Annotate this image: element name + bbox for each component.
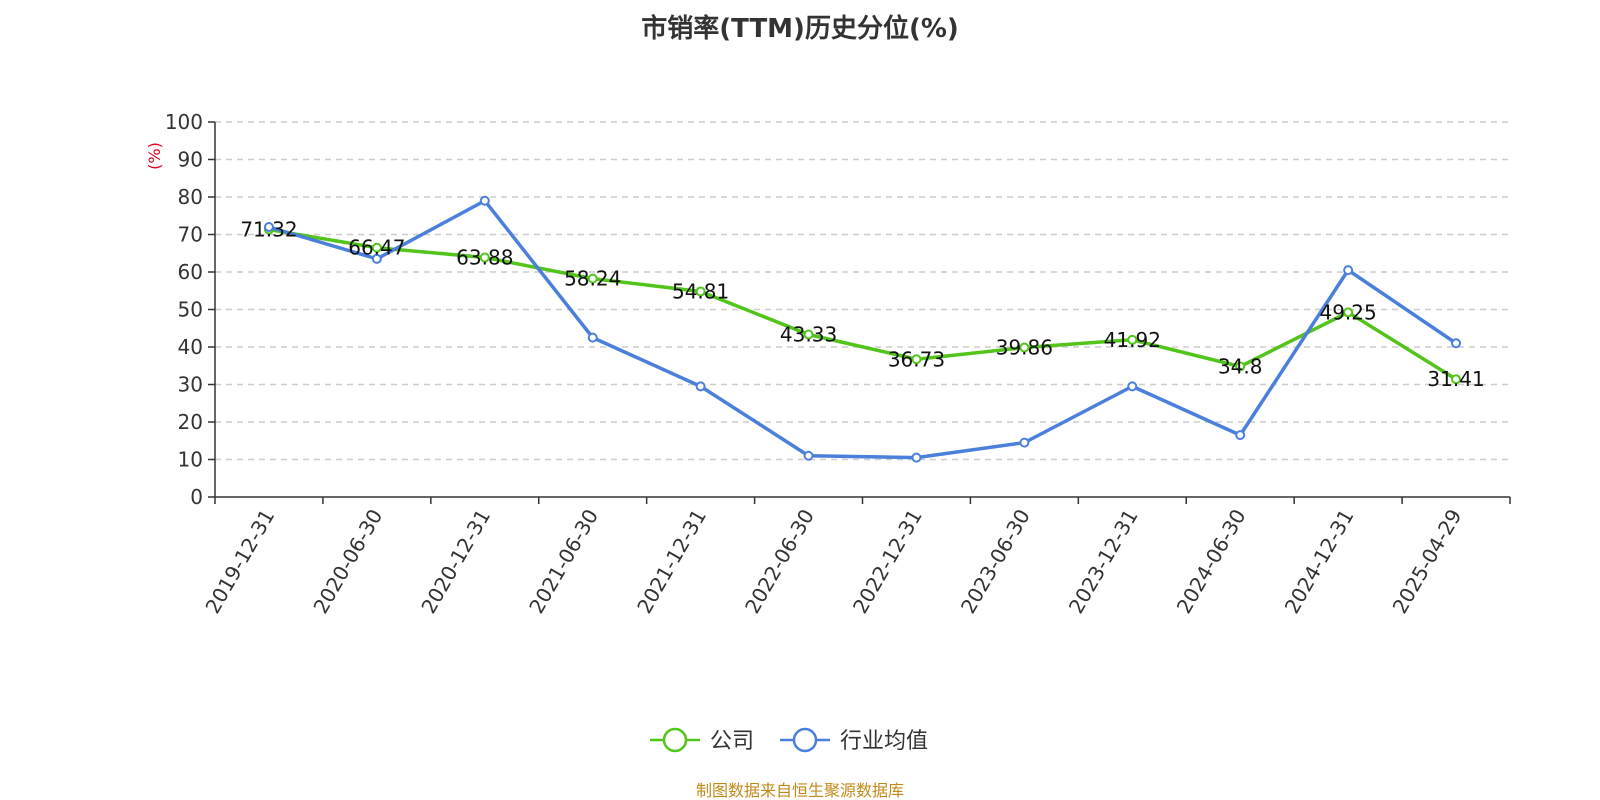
legend-label: 公司 <box>710 729 754 754</box>
data-label: 58.24 <box>564 267 621 291</box>
y-tick-label: 50 <box>178 298 203 322</box>
legend: 公司 行业均值 <box>650 727 928 754</box>
data-label: 54.81 <box>672 279 729 303</box>
data-point <box>1127 381 1138 392</box>
x-tick-label: 2021-12-31 <box>632 505 711 618</box>
data-label: 43.33 <box>780 323 837 347</box>
x-tick-label: 2022-12-31 <box>848 505 927 618</box>
data-point <box>695 286 706 297</box>
data-point <box>911 354 922 365</box>
legend-item-1: 行业均值 <box>780 727 928 754</box>
chart-title: 市销率(TTM)历史分位(%) <box>641 14 959 44</box>
data-point <box>1235 430 1246 441</box>
data-point <box>911 452 922 463</box>
data-point <box>1235 361 1246 372</box>
y-tick-label: 100 <box>165 110 203 134</box>
series-line-0 <box>268 227 1457 381</box>
data-point <box>1451 374 1462 385</box>
data-label: 49.25 <box>1319 300 1376 324</box>
legend-item-0: 公司 <box>650 727 754 754</box>
data-label: 31.41 <box>1427 367 1484 391</box>
data-point <box>1019 342 1030 353</box>
axes: 0 10 20 30 40 50 60 70 80 90 100 2019-12-31 2020-06-… <box>165 110 1511 618</box>
x-tick-label: 2024-06-30 <box>1172 505 1251 618</box>
x-tick-label: 2025-04-29 <box>1388 505 1467 618</box>
x-tick-label: 2022-06-30 <box>740 505 819 618</box>
data-point <box>1451 338 1462 349</box>
data-point <box>1127 334 1138 345</box>
data-point <box>1343 307 1354 318</box>
data-point <box>371 253 382 264</box>
x-tick-label: 2023-12-31 <box>1064 505 1143 618</box>
data-point <box>803 450 814 461</box>
data-labels: 71.32 66.47 63.88 58.24 54.81 43.33 36.73 39.86… <box>240 218 1484 392</box>
data-point <box>263 222 274 232</box>
y-tick-label: 30 <box>178 373 203 397</box>
data-point <box>371 242 382 253</box>
data-point <box>695 381 706 392</box>
y-tick-label: 70 <box>178 223 203 247</box>
data-label: 71.32 <box>240 218 297 242</box>
y-tick-label: 80 <box>178 185 203 209</box>
legend-marker <box>662 727 688 753</box>
y-tick-label: 0 <box>190 485 203 509</box>
series <box>263 195 1462 463</box>
data-point <box>803 329 814 340</box>
y-tick-label: 60 <box>178 260 203 284</box>
series-line-1 <box>268 199 1458 460</box>
data-point <box>1019 437 1030 448</box>
x-tick-label: 2024-12-31 <box>1280 505 1359 618</box>
data-point <box>1343 265 1354 276</box>
data-label: 66.47 <box>348 236 405 260</box>
y-tick-label: 40 <box>178 335 203 359</box>
x-tick-label: 2019-12-31 <box>200 505 279 618</box>
data-label: 63.88 <box>456 245 513 269</box>
data-label: 41.92 <box>1104 328 1161 352</box>
data-point <box>479 195 490 206</box>
x-tick-label: 2020-06-30 <box>308 505 387 618</box>
y-tick-label: 20 <box>178 410 203 434</box>
data-point <box>587 273 598 284</box>
y-tick-label: 90 <box>178 148 203 172</box>
legend-label: 行业均值 <box>840 729 928 754</box>
y-axis-label: (%) <box>145 142 164 170</box>
data-label: 36.73 <box>888 347 945 371</box>
x-tick-label: 2023-06-30 <box>956 505 1035 618</box>
data-source-note: 制图数据来自恒生聚源数据库 <box>695 781 904 800</box>
x-tick-label: 2020-12-31 <box>416 505 495 618</box>
y-tick-label: 10 <box>178 448 203 472</box>
grid-lines <box>215 121 1510 461</box>
data-point <box>587 332 598 343</box>
data-label: 39.86 <box>996 336 1053 360</box>
x-tick-label: 2021-06-30 <box>524 505 603 618</box>
data-label: 34.8 <box>1218 355 1263 379</box>
legend-marker <box>792 727 818 753</box>
data-point <box>479 252 490 263</box>
